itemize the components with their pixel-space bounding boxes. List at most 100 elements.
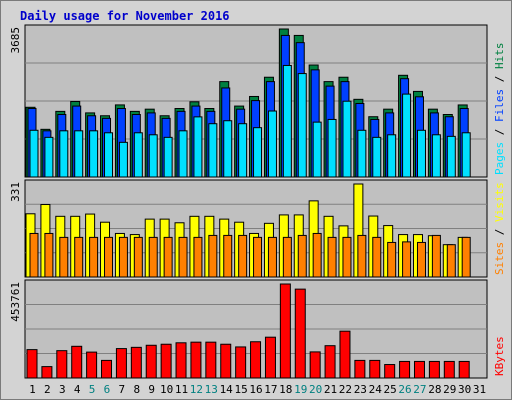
sites-bar (402, 241, 412, 278)
legend-hits: Hits (493, 43, 506, 70)
kbytes-bar (26, 349, 38, 379)
x-tick-label: 30 (458, 383, 471, 396)
x-tick-label: 13 (205, 383, 218, 396)
sites-bar (416, 241, 426, 278)
legend-kbytes: KBytes (493, 336, 506, 376)
x-tick-label: 4 (74, 383, 81, 396)
x-tick-label: 5 (89, 383, 96, 396)
pages-bar (163, 136, 173, 178)
legend-separator: / (493, 69, 506, 89)
sites-bar (282, 236, 292, 278)
x-tick-label: 12 (190, 383, 203, 396)
pages-bar (267, 110, 277, 178)
kbytes-bar (279, 283, 291, 379)
kbytes-bar (309, 351, 321, 379)
legend-separator: / (493, 122, 506, 142)
sites-bar (446, 244, 456, 278)
kbytes-bar (160, 343, 172, 379)
legend-text: Sites / Visits (493, 182, 506, 275)
sites-bar (193, 236, 203, 278)
pages-bar (387, 134, 397, 178)
sites-bar (387, 241, 397, 278)
kbytes-bar (294, 288, 306, 379)
kbytes-bar (384, 364, 396, 379)
x-tick-label: 8 (133, 383, 140, 396)
kbytes-bar (175, 342, 187, 379)
x-tick-label: 22 (339, 383, 352, 396)
x-tick-label: 24 (369, 383, 383, 396)
pages-bar (402, 93, 412, 178)
kbytes-bar (101, 359, 113, 379)
x-tick-label: 15 (234, 383, 247, 396)
kbytes-bar (115, 348, 127, 379)
x-tick-label: 10 (160, 383, 173, 396)
pages-bar (104, 132, 114, 178)
pages-bar (89, 130, 99, 178)
kbytes-bar (324, 345, 336, 379)
kbytes-bar (86, 351, 98, 379)
x-tick-label: 26 (398, 383, 411, 396)
sites-bar (104, 236, 114, 278)
pages-bar (282, 64, 292, 178)
pages-bar (118, 141, 128, 178)
pages-bar (327, 118, 337, 178)
x-tick-label: 18 (279, 383, 292, 396)
legend-files: Files (493, 89, 506, 122)
pages-bar (29, 129, 39, 178)
sites-bar (431, 234, 441, 278)
x-tick-label: 20 (309, 383, 322, 396)
x-tick-label: 31 (473, 383, 486, 396)
x-tick-label: 3 (59, 383, 66, 396)
sites-bar (327, 236, 337, 278)
legend-visits: Visits (493, 182, 506, 222)
pages-bar (297, 73, 307, 178)
sites-bar (297, 234, 307, 278)
kbytes-bar (41, 366, 53, 379)
kbytes-bar (339, 330, 351, 379)
legend-pages: Pages (493, 142, 506, 175)
kbytes-bar (428, 360, 440, 379)
kbytes-bar (130, 346, 142, 379)
x-tick-label: 25 (384, 383, 397, 396)
pages-bar (446, 135, 456, 178)
x-tick-label: 11 (175, 383, 188, 396)
pages-bar (416, 129, 426, 178)
sites-bar (74, 236, 84, 278)
sites-bar (357, 234, 367, 278)
pages-bar (312, 121, 322, 178)
pages-bar (74, 130, 84, 178)
pages-bar (193, 116, 203, 178)
sites-bar (208, 234, 218, 278)
legend-separator: / (493, 222, 506, 242)
pages-bar (461, 132, 471, 178)
sites-bar (44, 232, 54, 278)
kbytes-bar (145, 344, 157, 379)
sites-bar (372, 236, 382, 278)
kbytes-bar (220, 343, 232, 379)
pages-bar (431, 134, 441, 178)
legend-text: Pages / Files / Hits (493, 43, 506, 176)
sites-bar (163, 236, 173, 278)
x-tick-label: 16 (249, 383, 262, 396)
x-tick-label: 6 (104, 383, 111, 396)
kbytes-bar (250, 341, 262, 379)
sites-bar (223, 234, 233, 278)
sites-bar (89, 236, 99, 278)
kbytes-bar (458, 360, 470, 379)
pages-bar (178, 130, 188, 178)
x-tick-label: 21 (324, 383, 337, 396)
sites-bar (267, 236, 277, 278)
x-tick-label: 19 (294, 383, 307, 396)
kbytes-bar (443, 360, 455, 379)
y-axis-max-label: 453761 (9, 282, 22, 322)
x-tick-label: 17 (264, 383, 277, 396)
pages-bar (238, 123, 248, 178)
kbytes-bar (369, 359, 381, 379)
legend-sites: Sites (493, 242, 506, 275)
x-tick-label: 27 (413, 383, 426, 396)
pages-bar (208, 123, 218, 178)
kbytes-bar (354, 359, 366, 379)
x-tick-label: 7 (119, 383, 126, 396)
sites-bar (148, 236, 158, 278)
